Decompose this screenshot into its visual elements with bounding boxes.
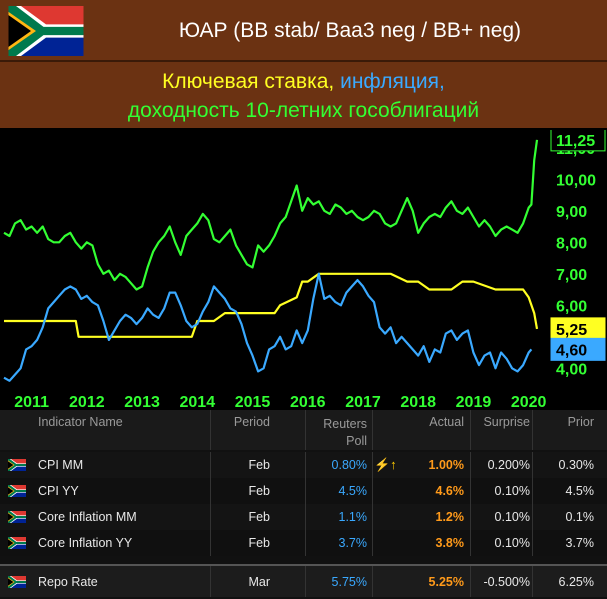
y-tick-label: 8,00 — [556, 235, 587, 252]
row-flag — [8, 452, 30, 478]
row-actual: 5.25% — [428, 574, 464, 589]
row-period: Feb — [248, 484, 270, 498]
x-tick-label: 2014 — [180, 394, 216, 410]
row-reuters-poll: 3.7% — [338, 536, 368, 550]
table-row[interactable]: Core Inflation YY Feb 3.7% 3.8% 0.10% 3.7% — [0, 530, 607, 556]
row-actual: 1.00% — [428, 458, 464, 472]
row-flag — [8, 566, 30, 597]
south-africa-flag-icon — [8, 537, 26, 549]
row-indicator-name: Core Inflation YY — [38, 536, 133, 550]
row-prior: 3.7% — [565, 536, 595, 550]
x-tick-label: 2020 — [511, 394, 547, 410]
row-period: Mar — [248, 574, 270, 589]
x-tick-label: 2016 — [290, 394, 326, 410]
rates-chart: 4,005,006,007,008,009,0010,0011,00201120… — [0, 128, 607, 411]
subtitle-inflation: инфляция, — [340, 70, 445, 93]
x-tick-label: 2012 — [69, 394, 105, 410]
surprise-alert-icon — [374, 478, 398, 504]
header-indicator-name: Indicator Name — [38, 415, 123, 429]
row-surprise: 0.200% — [487, 458, 530, 472]
last-value-text: 11,25 — [556, 133, 595, 150]
row-actual: 1.2% — [435, 510, 465, 524]
south-africa-flag-icon — [8, 511, 26, 523]
row-flag — [8, 504, 30, 530]
x-tick-label: 2019 — [456, 394, 492, 410]
row-surprise: -0.500% — [483, 574, 530, 589]
row-actual: 4.6% — [435, 484, 465, 498]
row-period: Feb — [248, 510, 270, 524]
page-title: ЮАР (BB stab/ Baa3 neg / BB+ neg) — [178, 19, 522, 42]
row-indicator-name: Core Inflation MM — [38, 510, 137, 524]
table-row[interactable]: Repo Rate Mar 5.75% 5.25% -0.500% 6.25% — [0, 564, 607, 597]
row-flag — [8, 530, 30, 556]
y-tick-label: 9,00 — [556, 204, 587, 221]
y-tick-label: 10,00 — [556, 172, 596, 189]
row-period: Feb — [248, 536, 270, 550]
south-africa-flag-icon — [8, 575, 26, 588]
south-africa-flag-icon — [8, 6, 84, 56]
header-reuters-poll-line2: Poll — [346, 434, 367, 448]
last-value-label-2: 4,60 — [550, 337, 606, 361]
header-actual: Actual — [429, 415, 464, 429]
surprise-alert-icon — [374, 566, 398, 597]
row-prior: 4.5% — [565, 484, 595, 498]
y-tick-label: 7,00 — [556, 267, 587, 284]
rates-chart-svg: 4,005,006,007,008,009,0010,0011,00201120… — [3, 128, 606, 411]
x-tick-label: 2013 — [124, 394, 160, 410]
x-tick-label: 2015 — [235, 394, 271, 410]
chart-subtitle: Ключевая ставка, инфляция, доходность 10… — [0, 62, 607, 128]
table-header-row: Indicator Name Period Reuters Poll Actua… — [0, 410, 607, 450]
south-africa-flag-icon — [8, 485, 26, 497]
series-line-1 — [4, 272, 539, 338]
table-row[interactable]: Core Inflation MM Feb 1.1% 1.2% 0.10% 0.1% — [0, 504, 607, 530]
surprise-alert-icon — [374, 504, 398, 530]
header-reuters-poll-line1: Reuters — [323, 417, 367, 431]
y-tick-label: 6,00 — [556, 298, 587, 315]
y-tick-label: 4,00 — [556, 361, 587, 378]
last-value-text: 5,25 — [556, 322, 587, 339]
row-reuters-poll: 0.80% — [331, 458, 367, 472]
last-value-label-0: 11,25 — [550, 128, 606, 152]
surprise-alert-icon: ⚡↑ — [374, 457, 397, 472]
row-surprise: 0.10% — [494, 484, 530, 498]
row-flag — [8, 478, 30, 504]
south-africa-flag-icon — [8, 459, 26, 471]
table-row[interactable]: CPI YY Feb 4.5% 4.6% 0.10% 4.5% — [0, 478, 607, 504]
header-surprise: Surprise — [483, 415, 530, 429]
indicator-table: Indicator Name Period Reuters Poll Actua… — [0, 410, 607, 599]
row-prior: 6.25% — [558, 574, 594, 589]
row-indicator-name: Repo Rate — [38, 574, 98, 589]
x-tick-label: 2018 — [400, 394, 436, 410]
row-surprise: 0.10% — [494, 536, 530, 550]
row-reuters-poll: 1.1% — [338, 510, 368, 524]
row-reuters-poll: 5.75% — [331, 574, 367, 589]
x-tick-label: 2017 — [345, 394, 381, 410]
row-surprise: 0.10% — [494, 510, 530, 524]
header-bar: ЮАР (BB stab/ Baa3 neg / BB+ neg) — [0, 0, 607, 62]
row-prior: 0.1% — [565, 510, 595, 524]
last-value-box — [550, 337, 606, 361]
header-reuters-poll: Reuters Poll — [305, 410, 367, 450]
surprise-alert-icon — [374, 530, 398, 556]
row-prior: 0.30% — [558, 458, 594, 472]
header-period: Period — [233, 415, 270, 429]
x-tick-label: 2011 — [14, 394, 49, 410]
last-value-text: 4,60 — [556, 342, 587, 359]
table-row[interactable]: CPI MM Feb 0.80% ⚡↑ 1.00% 0.200% 0.30% — [0, 452, 607, 478]
subtitle-key-rate: Ключевая ставка, — [162, 70, 335, 93]
series-line-2 — [3, 272, 533, 382]
row-period: Feb — [248, 458, 270, 472]
last-value-label-1: 5,25 — [550, 317, 606, 341]
row-reuters-poll: 4.5% — [338, 484, 368, 498]
series-line-0 — [3, 139, 539, 291]
row-actual: 3.8% — [435, 536, 465, 550]
row-indicator-name: CPI MM — [38, 458, 84, 472]
row-indicator-name: CPI YY — [38, 484, 79, 498]
subtitle-bond-yield: доходность 10-летних гособлигаций — [127, 99, 480, 122]
header-prior: Prior — [567, 415, 594, 429]
